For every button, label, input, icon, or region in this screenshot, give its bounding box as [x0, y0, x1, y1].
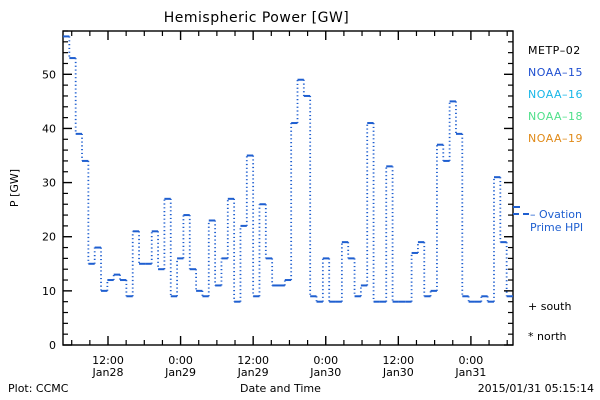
legend-item-noaa-16: NOAA–16 — [528, 88, 584, 101]
x-tick-label-time: 12:00 — [237, 354, 269, 367]
ovation-legend-line1: – Ovation — [530, 208, 582, 221]
x-tick-label-date: Jan28 — [92, 366, 124, 379]
x-tick-label-date: Jan31 — [454, 366, 486, 379]
y-tick-label: 40 — [42, 122, 56, 135]
x-tick-label-time: 12:00 — [92, 354, 124, 367]
y-tick-label: 20 — [42, 231, 56, 244]
y-tick-label: 0 — [49, 339, 56, 352]
legend-item-noaa-15: NOAA–15 — [528, 66, 584, 79]
x-tick-label-time: 0:00 — [313, 354, 338, 367]
ovation-axis-tick — [513, 206, 520, 208]
y-axis-title: P [GW] — [8, 169, 21, 207]
x-tick-label-time: 0:00 — [168, 354, 193, 367]
x-tick-label-time: 0:00 — [459, 354, 484, 367]
timestamp: 2015/01/31 05:15:14 — [477, 382, 594, 395]
x-tick-label-date: Jan29 — [237, 366, 269, 379]
y-tick-label: 30 — [42, 177, 56, 190]
ovation-dash-icon — [513, 213, 529, 215]
y-tick-label: 50 — [42, 68, 56, 81]
x-tick-label-time: 12:00 — [382, 354, 414, 367]
legend-item-metp-02: METP–02 — [528, 44, 581, 57]
y-tick-label: 10 — [42, 285, 56, 298]
marker-note-north: * north — [528, 330, 567, 343]
legend-item-noaa-19: NOAA–19 — [528, 132, 584, 145]
plot-frame — [62, 30, 514, 346]
x-tick-label-date: Jan30 — [309, 366, 341, 379]
x-axis-title: Date and Time — [240, 382, 321, 395]
legend-item-noaa-18: NOAA–18 — [528, 110, 584, 123]
plot-credit: Plot: CCMC — [8, 382, 69, 395]
marker-note-south: + south — [528, 300, 572, 313]
page-title: Hemispheric Power [GW] — [163, 10, 350, 26]
ovation-legend-line2: Prime HPI — [530, 221, 584, 234]
series-0 — [63, 35, 513, 303]
x-tick-label-date: Jan30 — [382, 366, 414, 379]
ovation-legend: – Ovation Prime HPI — [530, 208, 583, 234]
x-tick-label-date: Jan29 — [164, 366, 196, 379]
